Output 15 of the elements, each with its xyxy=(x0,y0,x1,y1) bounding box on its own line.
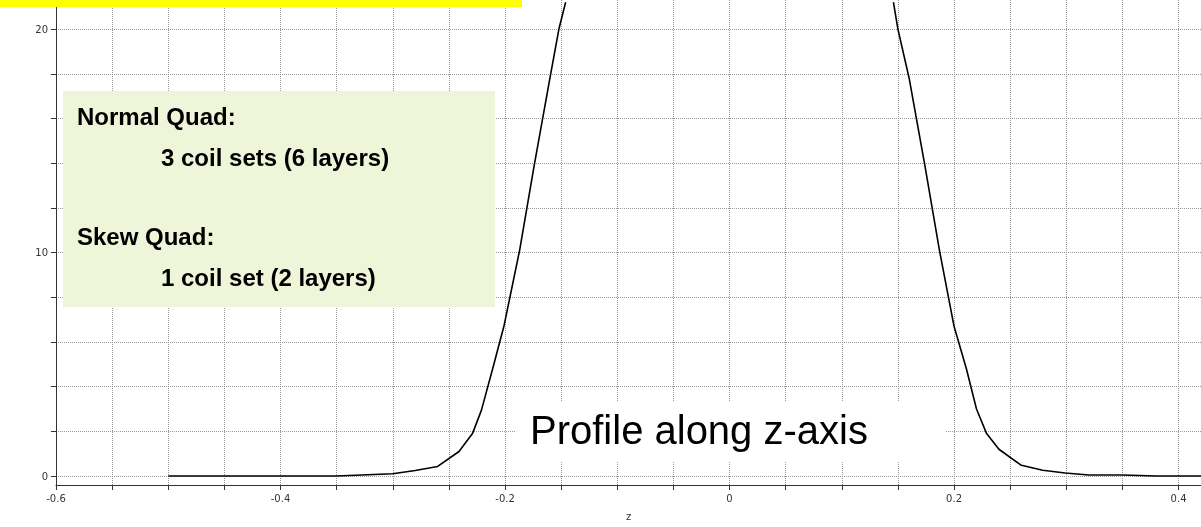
annotation: 1 coil set (2 layers) xyxy=(161,264,376,292)
x-tick-label: 0.2 xyxy=(946,492,962,504)
x-tick-label: -0.6 xyxy=(46,492,66,504)
annotation: 3 coil sets (6 layers) xyxy=(161,144,390,172)
y-tick-label: 20 xyxy=(35,23,48,35)
x-tick-label: -0.2 xyxy=(495,492,515,504)
y-tick-label: 0 xyxy=(41,470,48,482)
annotation: Skew Quad: xyxy=(77,223,215,251)
annotation: Normal Quad: xyxy=(77,103,236,131)
x-tick-label: 0 xyxy=(726,492,733,504)
annotation: Profile along z-axis xyxy=(530,408,868,453)
x-tick-label: -0.4 xyxy=(270,492,291,504)
y-tick-label: 10 xyxy=(35,247,48,259)
x-axis-title: z xyxy=(625,510,632,522)
x-tick-label: 0.4 xyxy=(1170,492,1187,504)
